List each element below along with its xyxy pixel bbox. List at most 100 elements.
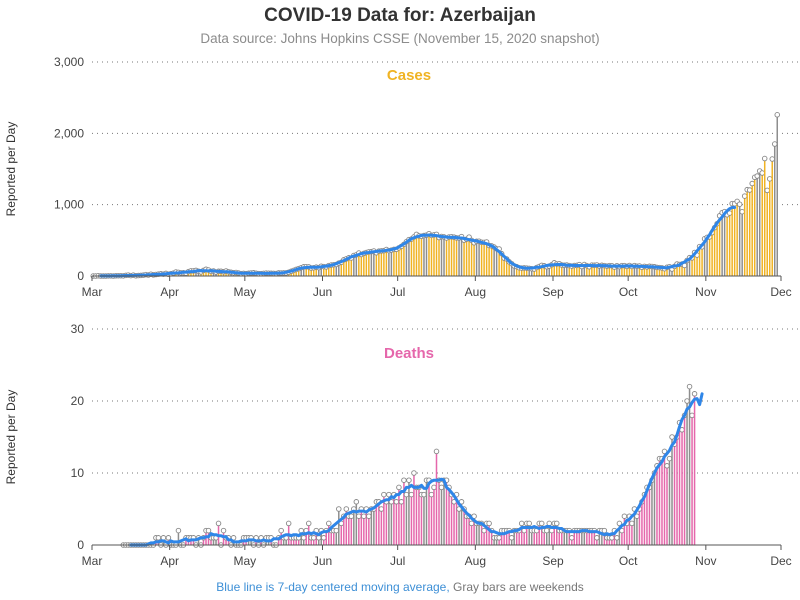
bar xyxy=(410,494,413,545)
bar xyxy=(661,267,663,276)
bar xyxy=(671,269,673,276)
bar xyxy=(563,530,566,545)
bar xyxy=(445,237,448,276)
bar xyxy=(343,516,345,545)
bar xyxy=(393,249,395,276)
bar xyxy=(405,494,408,545)
data-point xyxy=(220,527,227,534)
bar xyxy=(535,530,538,545)
bar xyxy=(225,537,227,545)
data-point xyxy=(175,527,182,534)
x-tick-label: Nov xyxy=(695,285,716,299)
bar xyxy=(623,265,626,276)
x-tick-label: May xyxy=(233,285,256,299)
y-axis-label: Reported per Day xyxy=(4,390,18,485)
data-point xyxy=(278,527,284,534)
x-tick-label: Sep xyxy=(542,285,564,299)
x-tick-label: Aug xyxy=(465,285,486,299)
data-point xyxy=(543,527,550,534)
data-point xyxy=(393,499,400,505)
bar xyxy=(548,266,550,276)
bar xyxy=(408,480,410,545)
bar xyxy=(390,501,393,545)
bar xyxy=(415,234,418,276)
data-point xyxy=(428,491,435,498)
bar xyxy=(586,265,588,276)
bar xyxy=(355,501,358,545)
x-tick-label: Jul xyxy=(390,554,405,568)
data-point xyxy=(285,520,292,527)
data-point xyxy=(616,520,623,527)
bar xyxy=(706,237,708,276)
bar xyxy=(470,240,473,276)
bar xyxy=(445,480,448,545)
data-point xyxy=(403,491,410,498)
bar xyxy=(483,530,485,545)
data-point xyxy=(343,506,350,512)
bar xyxy=(378,251,380,276)
bar xyxy=(370,509,373,545)
bar xyxy=(343,259,345,276)
bar xyxy=(656,465,658,545)
bar xyxy=(290,537,292,545)
bar xyxy=(663,451,666,545)
bar xyxy=(312,537,315,545)
data-point xyxy=(486,520,492,527)
data-point xyxy=(508,535,515,541)
bar xyxy=(312,267,315,276)
bar xyxy=(653,473,656,545)
bar xyxy=(317,267,320,276)
bar xyxy=(323,266,325,276)
bar xyxy=(405,241,408,276)
data-point xyxy=(366,513,372,519)
bar xyxy=(485,523,488,545)
bar xyxy=(566,530,568,545)
bar xyxy=(195,270,197,276)
bar xyxy=(631,266,633,276)
bar xyxy=(751,183,753,276)
bar xyxy=(636,516,638,545)
data-point xyxy=(538,520,545,527)
bar xyxy=(608,537,611,545)
bar xyxy=(598,530,601,545)
bar xyxy=(305,530,307,545)
bar xyxy=(438,237,440,276)
bar xyxy=(686,401,688,545)
bar xyxy=(668,266,671,276)
y-tick-label: 10 xyxy=(71,466,85,480)
bar xyxy=(500,530,503,545)
data-point xyxy=(609,535,615,541)
bar xyxy=(543,530,545,545)
data-point xyxy=(766,176,773,182)
bar xyxy=(433,487,435,545)
bar xyxy=(408,239,410,276)
bar xyxy=(763,158,766,276)
bar xyxy=(323,537,325,545)
bar xyxy=(325,266,328,276)
bar xyxy=(468,516,470,545)
y-tick-label: 1,000 xyxy=(54,198,84,212)
data-point xyxy=(361,513,367,519)
bar xyxy=(430,494,433,545)
bar xyxy=(212,537,215,545)
bar xyxy=(618,266,621,276)
bar xyxy=(480,523,483,545)
data-point xyxy=(594,535,600,541)
y-tick-label: 30 xyxy=(71,322,85,336)
x-tick-label: Nov xyxy=(695,554,716,568)
y-tick-label: 0 xyxy=(77,538,84,552)
bar xyxy=(500,253,503,276)
bar xyxy=(598,266,601,276)
bar xyxy=(363,253,365,276)
x-tick-label: Jun xyxy=(313,285,332,299)
bar xyxy=(606,537,608,545)
bar xyxy=(495,537,498,545)
bar xyxy=(711,232,713,276)
y-tick-label: 0 xyxy=(77,269,84,283)
bar xyxy=(688,386,691,545)
bar xyxy=(581,530,583,545)
bar xyxy=(758,170,761,276)
bar xyxy=(601,265,603,276)
data-point xyxy=(741,193,748,199)
bar xyxy=(335,264,338,276)
